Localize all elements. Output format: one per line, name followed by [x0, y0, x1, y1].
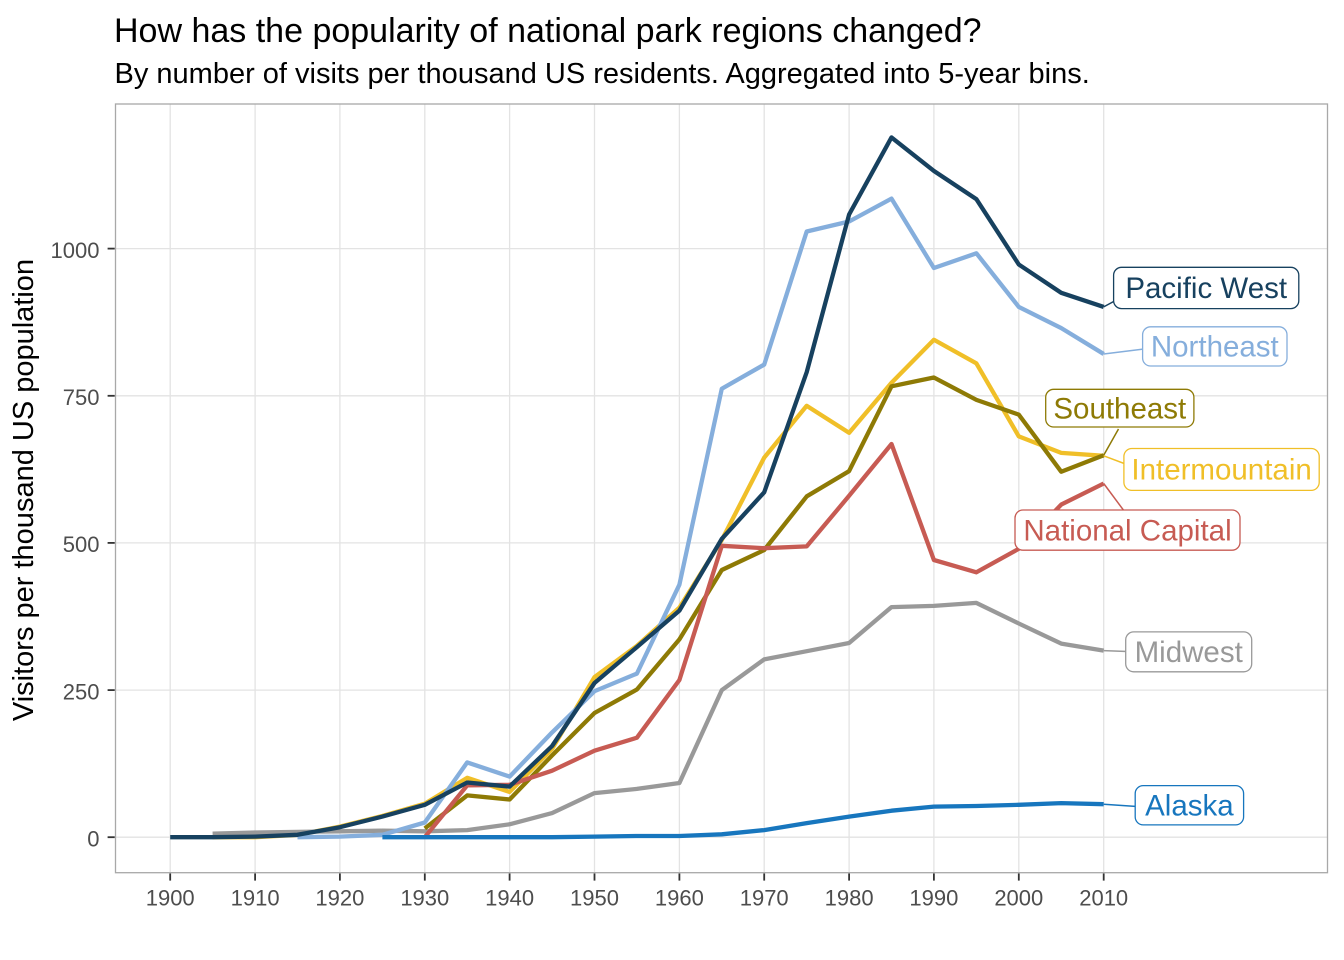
svg-text:Visitors per thousand US popul: Visitors per thousand US population	[8, 259, 40, 721]
svg-text:1000: 1000	[51, 238, 100, 263]
svg-text:1960: 1960	[655, 886, 704, 911]
svg-text:By number of visits per thousa: By number of visits per thousand US resi…	[115, 58, 1090, 90]
svg-text:1980: 1980	[825, 886, 874, 911]
svg-text:750: 750	[63, 385, 100, 410]
svg-text:250: 250	[63, 679, 100, 704]
svg-text:1910: 1910	[231, 886, 280, 911]
svg-text:1970: 1970	[740, 886, 789, 911]
svg-text:How has the popularity of nati: How has the popularity of national park …	[114, 12, 982, 50]
svg-text:500: 500	[63, 532, 100, 557]
svg-text:Southeast: Southeast	[1053, 392, 1186, 425]
svg-text:2000: 2000	[994, 886, 1043, 911]
svg-text:National Capital: National Capital	[1023, 514, 1231, 547]
svg-text:0: 0	[87, 827, 99, 852]
svg-text:1990: 1990	[909, 886, 958, 911]
svg-text:Pacific West: Pacific West	[1125, 272, 1287, 305]
svg-text:1950: 1950	[570, 886, 619, 911]
svg-text:Alaska: Alaska	[1145, 790, 1234, 823]
svg-text:1930: 1930	[400, 886, 449, 911]
svg-text:2010: 2010	[1079, 886, 1128, 911]
svg-text:1900: 1900	[146, 886, 195, 911]
svg-text:Northeast: Northeast	[1151, 331, 1279, 364]
svg-text:Intermountain: Intermountain	[1131, 454, 1311, 487]
svg-text:1940: 1940	[485, 886, 534, 911]
svg-text:Midwest: Midwest	[1135, 636, 1243, 669]
svg-text:1920: 1920	[315, 886, 364, 911]
